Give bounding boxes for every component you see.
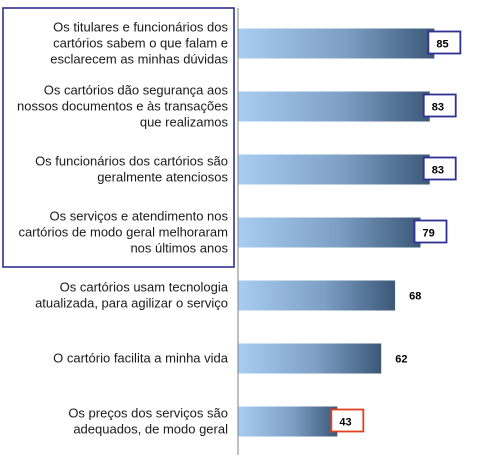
value-label-box bbox=[330, 408, 365, 433]
value-label: 79 bbox=[422, 228, 434, 240]
value-label: 62 bbox=[395, 354, 407, 366]
top-group-box bbox=[2, 7, 235, 268]
value-label: 68 bbox=[409, 291, 421, 303]
bar bbox=[238, 154, 430, 185]
value-label: 43 bbox=[339, 417, 351, 429]
category-label: Os cartórios dão segurança aos nossos doc… bbox=[17, 83, 229, 130]
category-label: Os serviços e atendimento nos cartórios d… bbox=[18, 209, 228, 256]
bar bbox=[238, 91, 430, 122]
bar bbox=[238, 343, 382, 374]
bars-layer: 85 83 83 79 68 62 43 bbox=[238, 28, 462, 437]
category-label: Os titulares e funcionários dos cartórios… bbox=[50, 20, 228, 67]
value-label: 83 bbox=[432, 102, 444, 114]
bar bbox=[238, 280, 396, 311]
value-label-box bbox=[413, 219, 448, 244]
category-labels-layer: Os titulares e funcionários dos cartórios… bbox=[17, 20, 229, 437]
category-label: Os funcionários dos cartórios são geralme… bbox=[35, 154, 228, 185]
category-label: Os preços dos serviços são adequados, de … bbox=[68, 406, 228, 437]
bar bbox=[238, 28, 435, 59]
category-label: Os cartórios usam tecnologia atualizada, … bbox=[35, 280, 229, 311]
value-label-box bbox=[427, 30, 462, 55]
category-label: O cartório facilita a minha vida bbox=[53, 351, 229, 366]
bar bbox=[238, 217, 421, 248]
value-label: 85 bbox=[436, 39, 448, 51]
value-label-box bbox=[422, 156, 457, 181]
bar bbox=[238, 406, 338, 437]
value-label: 83 bbox=[432, 165, 444, 177]
value-label-box bbox=[422, 93, 457, 118]
